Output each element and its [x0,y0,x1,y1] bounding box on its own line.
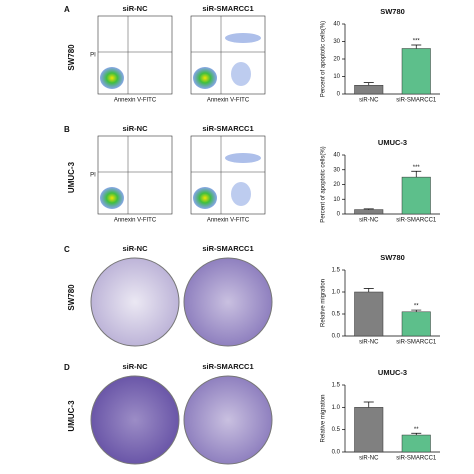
x-tick-label: siR-SMARCC1 [396,218,437,224]
panel-label: A [64,5,70,14]
y-tick-label: 0.5 [332,427,341,433]
column-header: siR-SMARCC1 [202,244,253,253]
flow-x-label: Annexin V-FITC [207,218,250,224]
cell-cloud [100,187,124,209]
y-tick-label: 0.5 [332,312,341,318]
y-axis-label: Percent of apoptotic cells(%) [321,146,327,222]
row-label: SW780 [67,284,76,311]
well-image [183,257,273,347]
y-axis-label: Relative migration [321,279,327,327]
significance: *** [413,165,421,171]
error-bar [363,208,374,210]
bar [354,85,384,95]
well-image [90,257,180,347]
y-tick-label: 40 [333,22,340,28]
cell-cloud [193,67,217,89]
column-header: siR-NC [122,244,148,253]
error-bar [411,309,422,312]
error-bar [363,82,374,86]
chart-title: SW780 [380,7,405,16]
x-tick-label: siR-SMARCC1 [396,456,437,462]
column-header: siR-NC [122,362,148,371]
error-bar [411,170,422,178]
panel-label: C [64,245,70,254]
column-header: siR-NC [122,4,148,13]
y-tick-label: 1.0 [332,290,341,296]
x-tick-label: siR-NC [359,340,379,346]
bar [401,311,431,337]
bar [401,48,431,95]
bar [354,407,384,453]
y-tick-label: 0 [337,92,341,98]
y-tick-label: 20 [333,182,340,188]
column-header: siR-NC [122,124,148,133]
flow-y-label: PI [90,173,96,179]
x-tick-label: siR-SMARCC1 [396,98,437,104]
significance: *** [413,39,421,45]
column-header: siR-SMARCC1 [202,4,253,13]
y-tick-label: 0 [337,212,341,218]
bar [401,434,431,453]
y-tick-label: 40 [333,153,340,159]
chart-title: UMUC-3 [378,368,407,377]
flow-x-label: Annexin V-FITC [207,98,250,104]
y-axis-label: Percent of apoptotic cells(%) [321,21,327,97]
flow-x-label: Annexin V-FITC [114,98,157,104]
y-tick-label: 10 [333,197,340,203]
significance: ** [414,427,419,433]
column-header: siR-SMARCC1 [202,362,253,371]
y-tick-label: 10 [333,74,340,80]
cell-cloud [231,62,251,86]
significance: ** [414,304,419,310]
x-tick-label: siR-SMARCC1 [396,340,437,346]
x-tick-label: siR-NC [359,456,379,462]
cell-cloud [225,153,261,163]
row-label: UMUC-3 [67,400,76,432]
y-tick-label: 1.5 [332,268,341,274]
y-tick-label: 0.0 [332,334,341,340]
cell-cloud [193,187,217,209]
y-tick-label: 0.0 [332,450,341,456]
x-tick-label: siR-NC [359,218,379,224]
y-tick-label: 20 [333,57,340,63]
y-tick-label: 30 [333,167,340,173]
y-tick-label: 30 [333,39,340,45]
error-bar [411,432,422,436]
x-tick-label: siR-NC [359,98,379,104]
row-label: SW780 [67,44,76,71]
flow-x-label: Annexin V-FITC [114,218,157,224]
y-axis-label: Relative migration [321,394,327,442]
row-label: UMUC-3 [67,161,76,193]
panel-label: D [64,363,70,372]
chart-title: UMUC-3 [378,138,407,147]
cell-cloud [100,67,124,89]
panel-label: B [64,125,70,134]
error-bar [411,44,422,49]
cell-cloud [225,33,261,43]
column-header: siR-SMARCC1 [202,124,253,133]
well-image [183,375,273,465]
cell-cloud [231,182,251,206]
chart-title: SW780 [380,253,405,262]
y-tick-label: 1.5 [332,383,341,389]
flow-y-label: PI [90,53,96,59]
error-bar [363,401,374,408]
well-image [90,375,180,465]
bar [401,176,431,215]
error-bar [363,288,374,292]
bar [354,291,384,337]
y-tick-label: 1.0 [332,405,341,411]
bar [354,209,384,215]
